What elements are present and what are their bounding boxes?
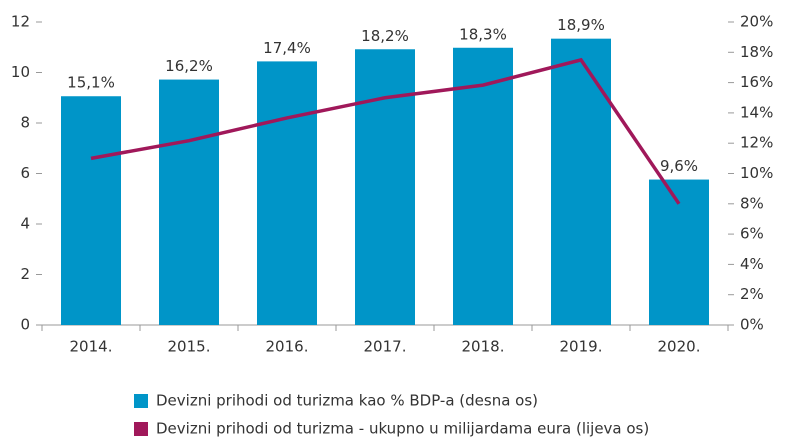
y2-tick-label: 14% [740,103,773,121]
x-tick-label: 2020. [658,338,701,356]
y-tick-label: 10 [11,63,30,81]
legend-label: Devizni prihodi od turizma - ukupno u mi… [156,420,649,438]
data-label: 15,1% [67,74,115,92]
legend-swatch [134,394,148,408]
y2-tick-label: 2% [740,285,764,303]
y-tick-label: 4 [20,215,30,233]
y2-tick-label: 10% [740,164,773,182]
line [90,57,681,205]
y2-tick-label: 18% [740,43,773,61]
bar [551,38,611,325]
bar [453,47,513,325]
data-label: 18,3% [459,25,507,43]
y2-tick-label: 4% [740,255,764,273]
y2-tick-label: 12% [740,134,773,152]
x-tick-label: 2015. [168,338,211,356]
y2-tick-label: 0% [740,316,764,334]
y-tick-label: 0 [20,316,30,334]
legend-label: Devizni prihodi od turizma kao % BDP-a (… [156,392,538,410]
y2-tick-label: 6% [740,225,764,243]
y-tick-label: 2 [20,265,30,283]
bar [159,79,219,325]
y-tick-label: 8 [20,114,30,132]
y2-tick-label: 8% [740,194,764,212]
y-tick-label: 6 [20,164,30,182]
x-tick-label: 2014. [70,338,113,356]
x-tick-label: 2017. [364,338,407,356]
legend-swatch [134,422,148,436]
bar [61,96,121,325]
data-label: 17,4% [263,39,311,57]
bar [355,49,415,326]
data-label: 18,2% [361,27,409,45]
data-label: 18,9% [557,16,605,34]
x-tick-label: 2018. [462,338,505,356]
y2-tick-label: 20% [740,13,773,31]
bar [257,61,317,325]
y-tick-label: 12 [11,13,30,31]
data-label: 16,2% [165,57,213,75]
x-tick-label: 2019. [560,338,603,356]
data-label: 9,6% [660,157,698,175]
x-tick-label: 2016. [266,338,309,356]
y2-tick-label: 16% [740,73,773,91]
